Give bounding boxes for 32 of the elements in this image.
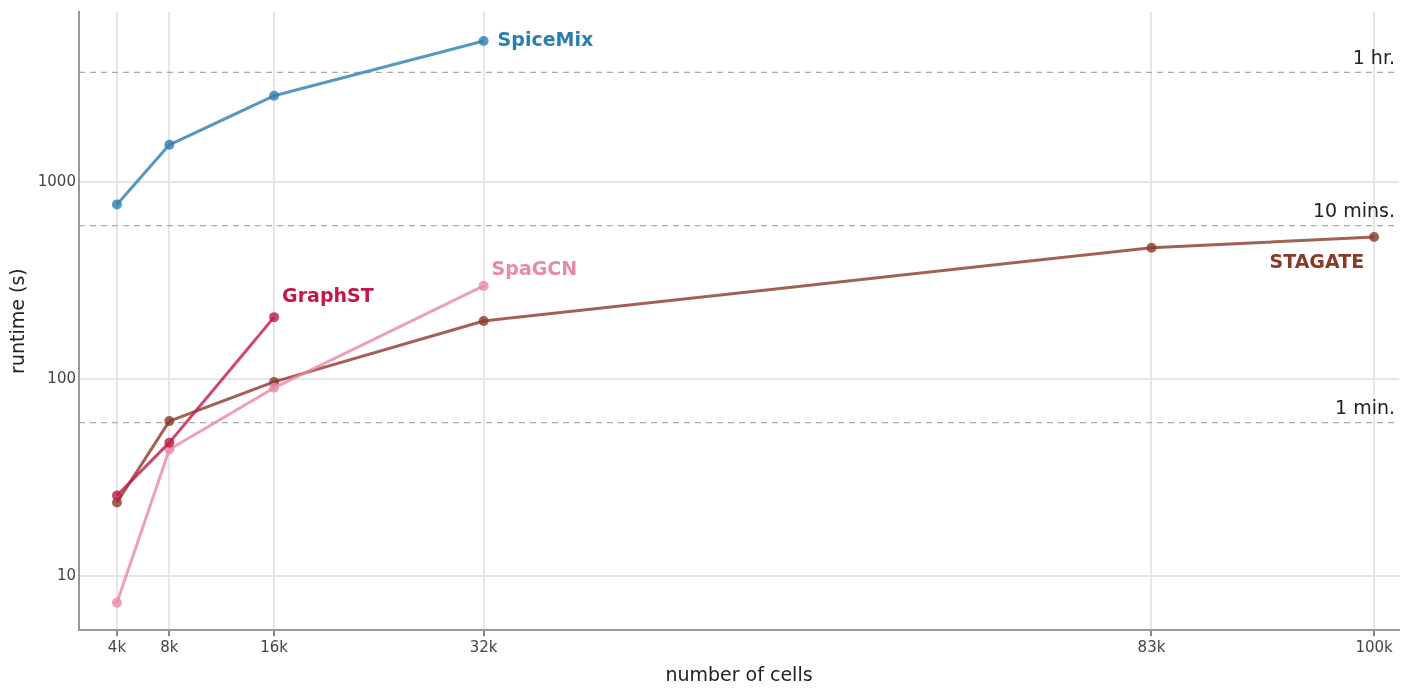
x-tick-label: 8k	[160, 638, 179, 657]
point	[111, 597, 122, 608]
series-label: SpiceMix	[497, 27, 594, 50]
y-tick-label: 100	[47, 368, 76, 387]
x-axis-title: number of cells	[665, 662, 813, 685]
series-label: SpaGCN	[491, 256, 578, 279]
point	[1146, 242, 1157, 253]
point	[478, 36, 489, 47]
point	[111, 199, 122, 210]
x-tick-label: 32k	[469, 638, 498, 657]
point	[164, 416, 175, 427]
ref-line-label: 1 min.	[1335, 396, 1395, 419]
point	[269, 90, 280, 101]
x-tick-label: 83k	[1137, 638, 1166, 657]
ref-line-label: 10 mins.	[1313, 199, 1395, 222]
point	[111, 490, 122, 501]
point	[1369, 231, 1380, 242]
x-tick-label: 100k	[1355, 638, 1394, 657]
point	[164, 437, 175, 448]
y-tick-label: 10	[56, 565, 76, 584]
x-tick-label: 4k	[107, 638, 127, 657]
series-label: GraphST	[282, 284, 374, 307]
point	[478, 280, 489, 291]
point	[269, 312, 280, 323]
ref-line-label: 1 hr.	[1352, 45, 1395, 68]
y-tick-label: 1000	[37, 171, 76, 190]
point	[478, 315, 489, 326]
y-axis-title: runtime (s)	[6, 268, 29, 374]
point	[164, 139, 175, 150]
point	[269, 382, 280, 393]
series-label: STAGATE	[1269, 249, 1365, 272]
x-tick-label: 16k	[260, 638, 289, 657]
